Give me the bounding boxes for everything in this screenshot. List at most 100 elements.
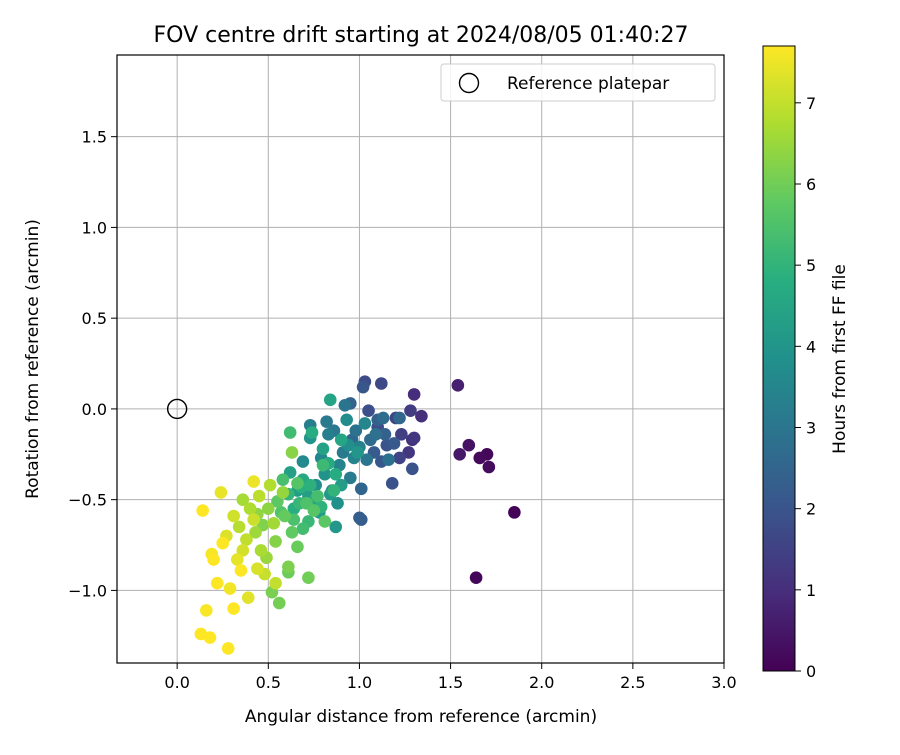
data-point: [404, 404, 417, 418]
data-point: [282, 560, 295, 574]
colorbar-tick-label: 1: [806, 581, 816, 600]
data-point: [203, 631, 217, 644]
data-point: [214, 486, 228, 499]
colorbar-tick-label: 2: [806, 500, 816, 519]
data-point: [221, 642, 235, 655]
data-point: [473, 451, 487, 465]
data-point: [318, 515, 332, 528]
data-point: [243, 502, 257, 516]
colorbar-tick-label: 5: [806, 256, 816, 275]
colorbar: 0 1 2 3 4 5 6 7 Hours from first FF file: [762, 45, 850, 681]
x-tick-label: 0.0: [164, 673, 189, 692]
data-point: [247, 475, 261, 488]
data-point: [362, 404, 375, 418]
data-point: [378, 428, 392, 441]
data-point: [323, 393, 337, 407]
data-point: [227, 509, 240, 523]
colorbar-gradient: [763, 46, 795, 671]
legend-circle-icon: [458, 72, 480, 94]
legend-label: Reference platepar: [507, 74, 669, 94]
data-point: [272, 596, 286, 610]
legend: Reference platepar: [440, 63, 716, 102]
data-point: [291, 477, 304, 490]
data-point: [316, 458, 330, 472]
data-point: [232, 520, 246, 534]
data-point: [353, 511, 366, 525]
colorbar-tick-label: 4: [806, 337, 816, 356]
reference-marker-layer: [166, 398, 188, 420]
data-point: [269, 535, 282, 548]
x-axis-ticks: 0.0 0.5 1.0 1.5 2.0 2.5 3.0: [164, 663, 737, 692]
data-point: [329, 520, 343, 534]
data-point: [395, 428, 408, 441]
data-point: [369, 428, 383, 441]
data-point: [234, 564, 248, 577]
data-point: [356, 380, 370, 394]
data-point: [311, 489, 324, 503]
data-point: [196, 504, 209, 517]
data-point: [283, 426, 297, 439]
x-tick-label: 3.0: [711, 673, 736, 692]
data-point: [393, 451, 406, 465]
data-point: [415, 409, 428, 423]
chart-title: FOV centre drift starting at 2024/08/05 …: [154, 23, 689, 48]
data-point: [340, 413, 353, 427]
data-point: [291, 540, 304, 554]
data-point: [296, 522, 310, 535]
data-point: [210, 576, 224, 590]
data-point: [241, 591, 255, 604]
data-point: [393, 411, 406, 425]
data-point: [285, 446, 299, 459]
colorbar-label: Hours from first FF file: [830, 264, 850, 454]
data-point: [358, 417, 372, 430]
data-point: [296, 455, 310, 468]
y-axis-label: Rotation from reference (arcmin): [23, 219, 43, 499]
x-tick-label: 2.0: [529, 673, 554, 692]
data-point: [207, 553, 220, 566]
data-point: [354, 482, 368, 496]
data-point: [252, 489, 266, 503]
data-point: [469, 571, 483, 584]
data-point: [271, 495, 284, 508]
data-point: [269, 576, 282, 590]
data-point: [407, 431, 421, 445]
data-point: [216, 536, 230, 550]
data-point: [462, 438, 476, 452]
data-point: [267, 516, 281, 530]
data-point: [236, 544, 250, 557]
data-point: [375, 377, 388, 390]
colorbar-tick-label: 3: [806, 418, 816, 437]
data-point: [307, 504, 321, 517]
data-point: [223, 582, 237, 595]
x-tick-label: 1.0: [347, 673, 372, 692]
reference-point-marker: [166, 398, 188, 420]
data-point: [349, 424, 363, 437]
y-tick-label: 1.5: [82, 128, 107, 147]
data-point: [407, 388, 421, 401]
y-axis-ticks: −1.0 −0.5 0.0 0.5 1.0 1.5: [68, 128, 117, 600]
legend-box: [440, 63, 716, 102]
data-point: [382, 453, 395, 467]
data-point: [305, 426, 319, 439]
data-point: [261, 502, 275, 516]
colorbar-tick-label: 0: [806, 662, 816, 681]
data-point: [303, 478, 317, 492]
data-point: [249, 526, 262, 539]
data-point: [231, 553, 244, 566]
y-tick-label: −0.5: [68, 491, 107, 510]
data-point: [344, 471, 357, 485]
data-point: [329, 467, 343, 481]
x-tick-label: 1.5: [438, 673, 463, 692]
colorbar-frame: [762, 45, 796, 672]
plot-frame: [116, 54, 725, 664]
data-point: [482, 460, 496, 474]
data-point: [327, 484, 341, 497]
data-point: [351, 446, 364, 459]
colorbar-tick-label: 7: [806, 94, 816, 113]
data-point: [334, 433, 348, 447]
data-point: [254, 544, 268, 557]
y-tick-label: 1.0: [82, 218, 107, 237]
data-point: [251, 562, 264, 575]
